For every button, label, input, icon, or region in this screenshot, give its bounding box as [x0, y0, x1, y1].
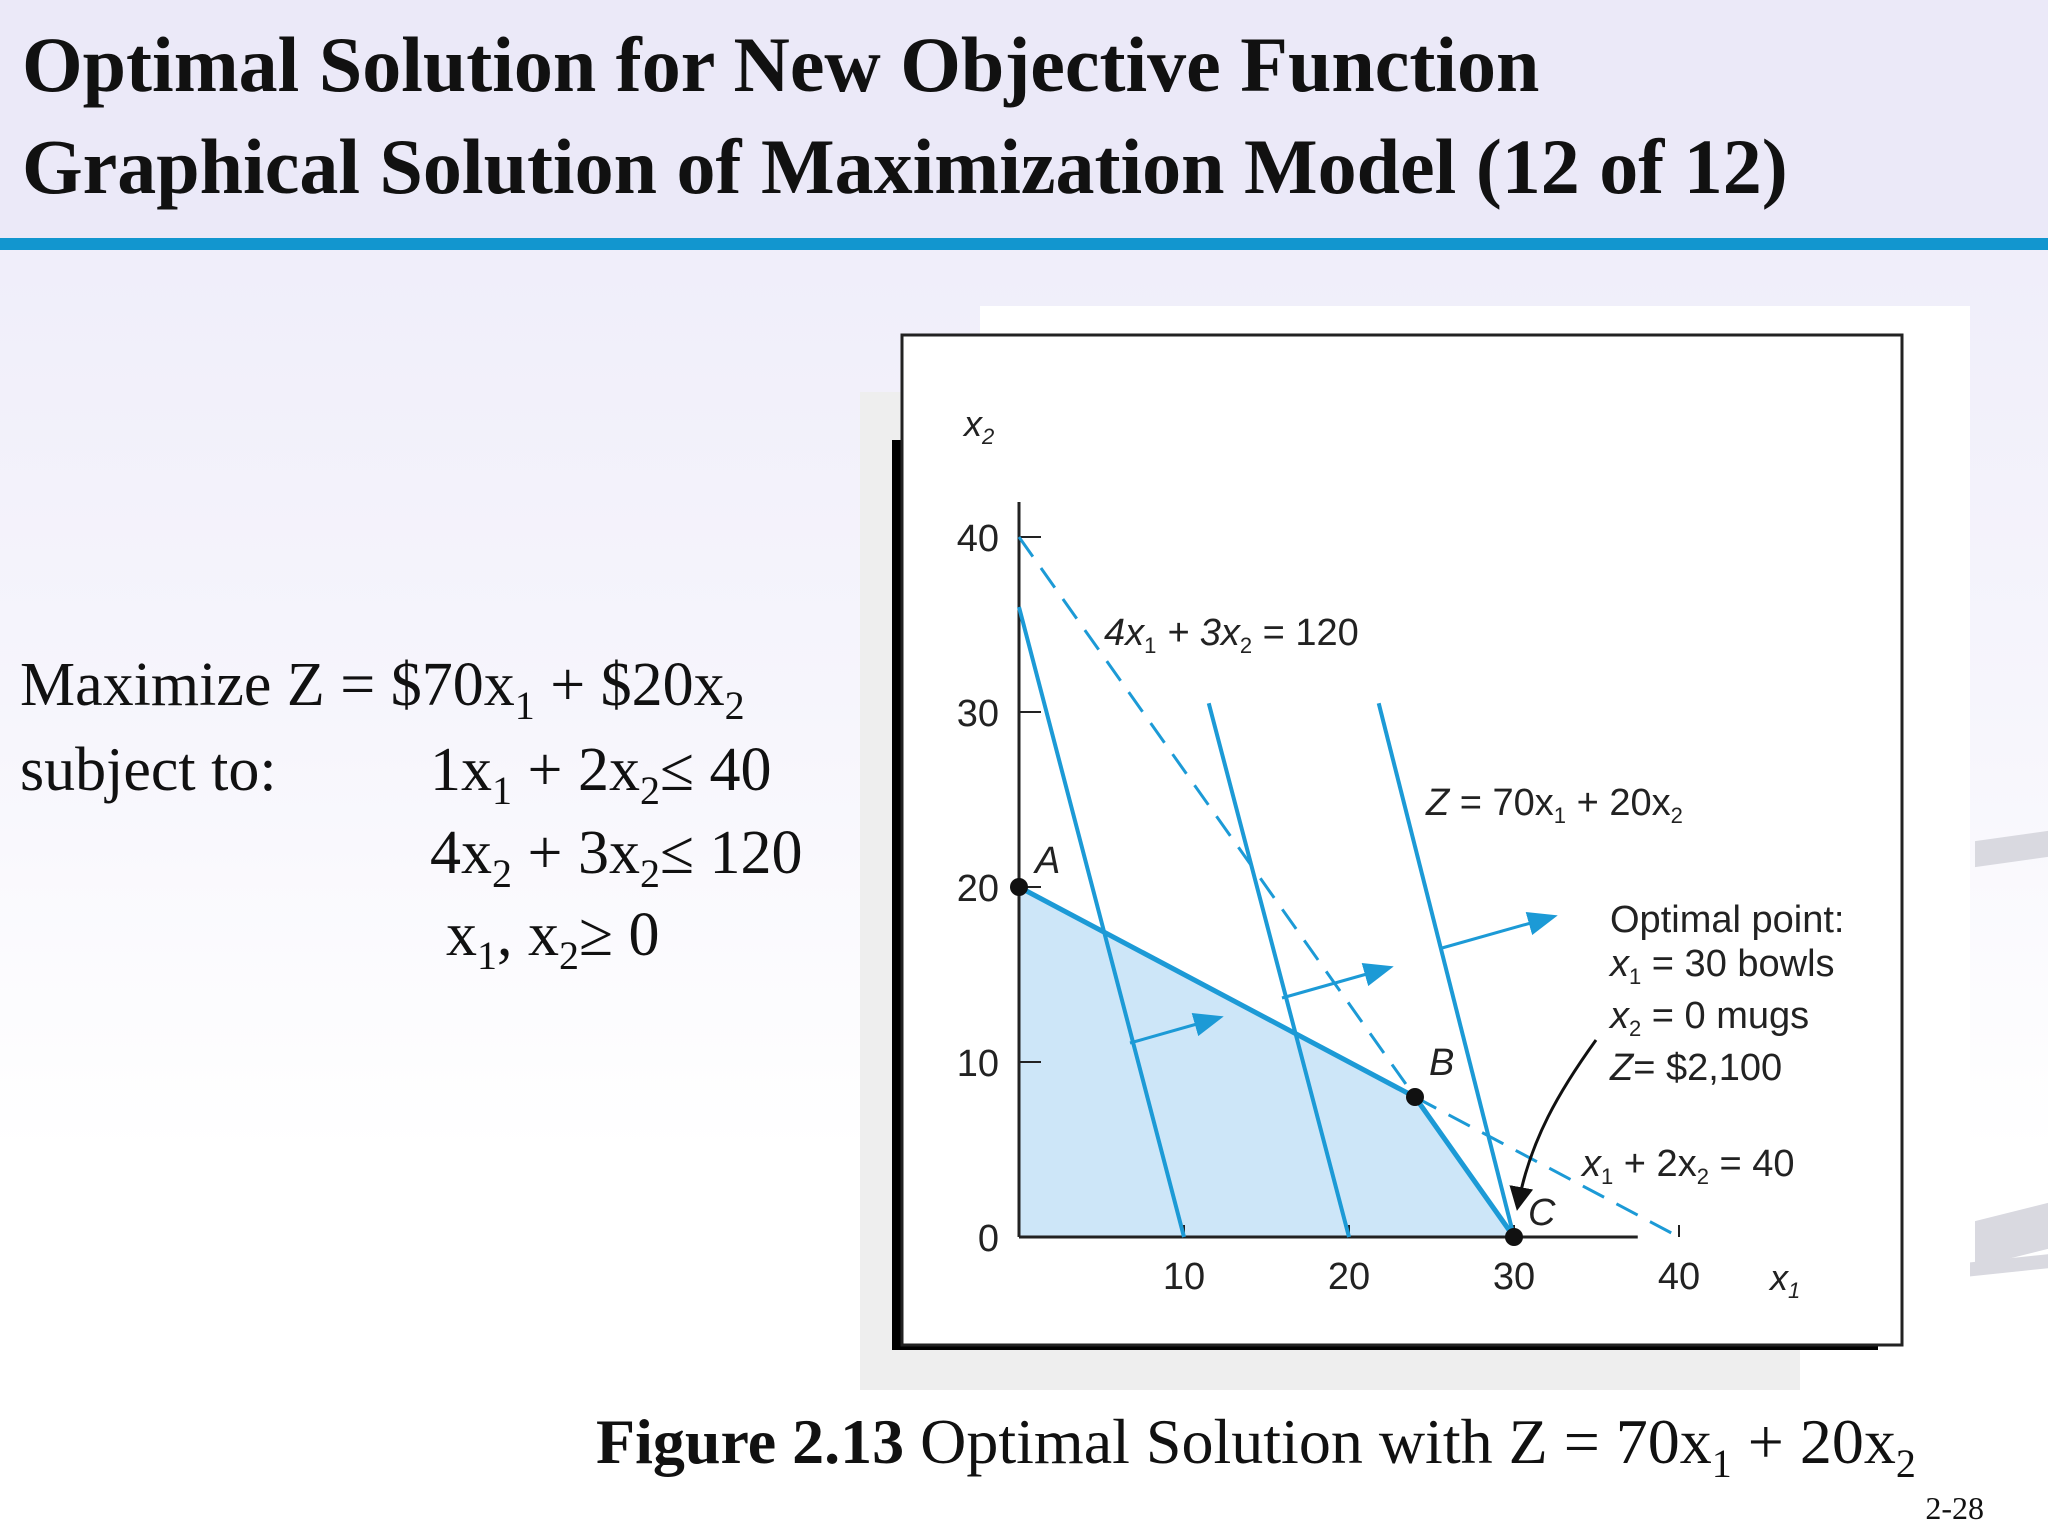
- x-tick-label: 30: [1493, 1256, 1535, 1298]
- optimal-z: Z= $2,100: [1609, 1047, 1782, 1089]
- corner-points: A B C: [1010, 840, 1556, 1246]
- constraint-line-labor: [1017, 536, 1516, 1238]
- y-axis-symbol: x2: [962, 403, 994, 449]
- direction-arrow: [1441, 911, 1558, 950]
- y-axis-ticks: 0 10 20 30 40: [957, 518, 1041, 1260]
- label-clay-constraint: x1 + 2x2 = 40: [1580, 1143, 1795, 1189]
- optimal-x2: x2 = 0 mugs: [1608, 995, 1809, 1041]
- corner-point-label-b: B: [1429, 1042, 1454, 1084]
- objective-function: Maximize Z = $70x1 + $20x2: [20, 651, 745, 728]
- objective-line: [1376, 702, 1516, 1238]
- optimal-callout-arrow: [1509, 1039, 1598, 1211]
- corner-point-b: [1406, 1088, 1424, 1106]
- constraint-clay: 1x1 + 2x2≤ 40: [430, 736, 772, 813]
- constraint-nonnegativity: x1, x2≥ 0: [446, 901, 660, 978]
- y-tick-label: 10: [957, 1043, 999, 1085]
- title-band: [0, 0, 2048, 238]
- optimal-x1: x1 = 30 bowls: [1608, 943, 1835, 989]
- objective-line: [1017, 606, 1186, 1238]
- x-tick-label: 40: [1658, 1256, 1700, 1298]
- x-tick-label: 20: [1328, 1256, 1370, 1298]
- direction-arrow: [1281, 962, 1394, 1000]
- constraint-labor: 4x2 + 3x2≤ 120: [430, 819, 803, 896]
- x-axis-ticks: 10 20 30 40: [1163, 1225, 1700, 1298]
- slide-number: 2-28: [1925, 1490, 1984, 1526]
- slide-title-line-1: Optimal Solution for New Objective Funct…: [22, 21, 1540, 108]
- label-labor-constraint: 4x1 + 3x2 = 120: [1104, 612, 1359, 658]
- x-tick-label: 10: [1163, 1256, 1205, 1298]
- objective-lines: [1017, 606, 1516, 1238]
- y-tick-label: 20: [957, 868, 999, 910]
- corner-point-a: [1010, 878, 1028, 896]
- corner-point-label-a: A: [1033, 840, 1060, 882]
- title-rule: [0, 238, 2048, 250]
- label-objective-function: Z = 70x1 + 20x2: [1425, 782, 1683, 828]
- constraint-line-clay-extension: [1414, 1095, 1680, 1239]
- optimal-point-title: Optimal point:: [1610, 899, 1844, 941]
- x-axis-symbol: x1: [1768, 1257, 1800, 1303]
- y-tick-label: 30: [957, 693, 999, 735]
- subject-to-label: subject to:: [20, 736, 277, 804]
- constraint-line-clay: [1017, 884, 1417, 1100]
- corner-point-label-c: C: [1528, 1192, 1556, 1234]
- objective-line: [1206, 702, 1351, 1238]
- direction-arrow: [1129, 1013, 1224, 1045]
- feasible-region: [1019, 887, 1514, 1237]
- figure-caption: Figure 2.13 Optimal Solution with Z = 70…: [596, 1406, 1916, 1486]
- y-tick-label: 40: [957, 518, 999, 560]
- y-tick-label: 0: [978, 1218, 999, 1260]
- corner-point-c: [1505, 1228, 1523, 1246]
- slide-title-line-2: Graphical Solution of Maximization Model…: [22, 123, 1788, 210]
- feasible-edge-b-c: [1412, 1095, 1517, 1239]
